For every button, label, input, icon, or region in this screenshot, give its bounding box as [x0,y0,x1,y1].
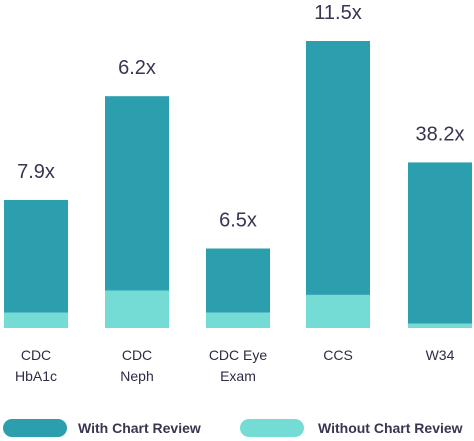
bar-value-label: 7.9x [17,161,55,183]
bar-segment-with-chart-review [306,41,370,295]
legend-swatch-with-chart-review [3,419,67,437]
legend-swatch-without-chart-review [240,419,304,437]
legend-label-with-chart-review: With Chart Review [78,420,201,436]
bar-segment-without-chart-review [4,312,68,328]
bar-segment-with-chart-review [206,248,270,313]
category-tick-label: CDC HbA1c [15,347,57,384]
bar-segment-without-chart-review [306,294,370,328]
bar-segment-without-chart-review [408,323,472,328]
category-tick-label: CCS [323,347,353,363]
legend: With Chart Review Without Chart Review [3,419,463,437]
category-tick-labels: CDC HbA1c CDC Neph CDC Eye Exam CCS W34 [15,347,455,384]
bar-segment-without-chart-review [105,290,169,328]
bar-value-label: 6.2x [118,57,156,79]
bars-layer [4,41,472,328]
bar-value-labels: 7.9x 6.2x 6.5x 11.5x 38.2x [17,2,464,232]
bar-segment-with-chart-review [4,199,68,313]
category-tick-label: CDC Eye Exam [209,347,268,384]
category-tick-label: CDC Neph [120,347,153,384]
legend-label-without-chart-review: Without Chart Review [318,420,463,436]
bar-segment-with-chart-review [408,162,472,324]
category-tick-label: W34 [426,347,455,363]
bar-segment-with-chart-review [105,96,169,291]
bar-segment-without-chart-review [206,312,270,328]
bar-value-label: 6.5x [219,210,257,232]
bar-value-label: 11.5x [314,2,361,24]
bar-value-label: 38.2x [416,123,465,145]
